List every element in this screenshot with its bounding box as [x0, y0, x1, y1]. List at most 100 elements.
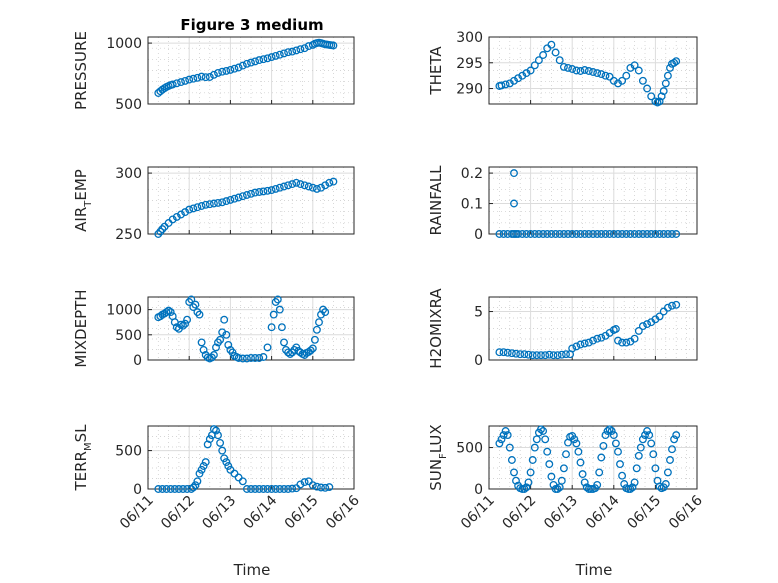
data-point	[643, 84, 652, 93]
data-point	[191, 300, 200, 309]
data-point	[164, 306, 173, 315]
y-tick-label: 290	[456, 82, 483, 98]
data-point	[541, 435, 550, 444]
data-point	[672, 230, 681, 238]
series-rainfall	[495, 169, 681, 238]
x-tick-label: 06/13	[541, 493, 581, 533]
series-sun_flux	[495, 425, 681, 493]
data-point	[614, 447, 622, 456]
data-point	[284, 181, 293, 190]
x-tick-label: 06/16	[666, 492, 706, 532]
data-point	[622, 338, 631, 347]
data-point	[666, 63, 674, 72]
data-point	[209, 70, 218, 79]
data-point	[597, 333, 606, 342]
y-tick-label: 5	[474, 305, 483, 321]
data-point	[315, 318, 323, 327]
data-point	[222, 197, 231, 206]
data-point	[238, 61, 247, 70]
data-point	[286, 350, 295, 358]
data-point	[317, 483, 325, 492]
data-point	[622, 230, 631, 238]
data-point	[209, 351, 218, 359]
data-point	[205, 435, 214, 444]
data-point	[543, 447, 552, 456]
data-point	[634, 66, 643, 75]
data-point	[234, 354, 243, 362]
data-point	[666, 456, 674, 464]
data-point	[263, 343, 272, 352]
data-point	[514, 230, 523, 238]
data-point	[522, 483, 531, 492]
data-point	[271, 184, 280, 193]
series-terr_msl	[154, 425, 334, 493]
data-point	[499, 348, 508, 357]
data-point	[310, 335, 319, 344]
data-point	[524, 350, 533, 359]
data-point	[597, 230, 606, 238]
data-point	[503, 431, 512, 440]
data-point	[255, 485, 264, 493]
data-point	[555, 230, 564, 238]
data-point	[300, 44, 309, 53]
data-point	[580, 230, 589, 238]
data-point	[238, 192, 247, 201]
data-point	[584, 67, 593, 75]
data-point	[643, 427, 652, 435]
data-point	[568, 344, 577, 353]
data-point	[661, 480, 670, 488]
data-point	[181, 208, 190, 217]
data-point	[572, 439, 581, 448]
data-point	[636, 443, 645, 452]
data-point	[578, 470, 587, 479]
data-point	[230, 469, 239, 478]
data-point	[618, 338, 627, 347]
data-point	[512, 349, 520, 358]
data-point	[292, 178, 301, 187]
y-axis-label-air_temp: AIRTEMP	[72, 169, 94, 232]
data-point	[497, 435, 506, 444]
y-tick-label: 0	[133, 353, 142, 369]
data-point	[609, 230, 618, 238]
x-tick-label: 06/15	[282, 493, 322, 533]
data-point	[296, 45, 305, 54]
data-point	[580, 66, 589, 74]
data-point	[267, 485, 276, 493]
data-point	[510, 199, 518, 208]
data-point	[275, 50, 284, 59]
x-tick-label: 06/13	[199, 493, 239, 533]
data-point	[572, 342, 581, 351]
data-point	[532, 435, 541, 444]
panel-sun_flux: 0 500 06/11 06/12 06/13 06/14 06/15 06/16 SUNFLU…	[427, 424, 706, 532]
data-point	[568, 65, 577, 73]
data-point	[209, 425, 218, 434]
data-point	[251, 485, 260, 493]
data-point	[251, 57, 260, 66]
data-point	[597, 453, 606, 462]
data-point	[321, 308, 330, 317]
data-point	[520, 485, 529, 493]
data-point	[247, 485, 255, 493]
data-point	[259, 485, 268, 493]
series-pressure	[154, 38, 338, 97]
data-point	[510, 468, 518, 477]
x-tick-label: 06/16	[323, 492, 363, 532]
data-point	[189, 204, 198, 213]
panel-mixdepth: 0 500 1000 MIXDEPTH	[72, 289, 355, 369]
data-point	[534, 56, 543, 65]
data-point	[179, 321, 187, 330]
data-point	[614, 336, 622, 345]
data-point	[562, 350, 570, 359]
data-point	[547, 40, 556, 49]
data-point	[584, 230, 593, 238]
data-point	[495, 348, 504, 357]
data-point	[321, 483, 330, 492]
data-point	[668, 230, 676, 238]
data-point	[643, 230, 652, 238]
data-point	[275, 305, 284, 314]
data-point	[634, 230, 643, 238]
data-point	[589, 230, 597, 238]
data-point	[584, 338, 593, 347]
data-point	[651, 464, 660, 473]
